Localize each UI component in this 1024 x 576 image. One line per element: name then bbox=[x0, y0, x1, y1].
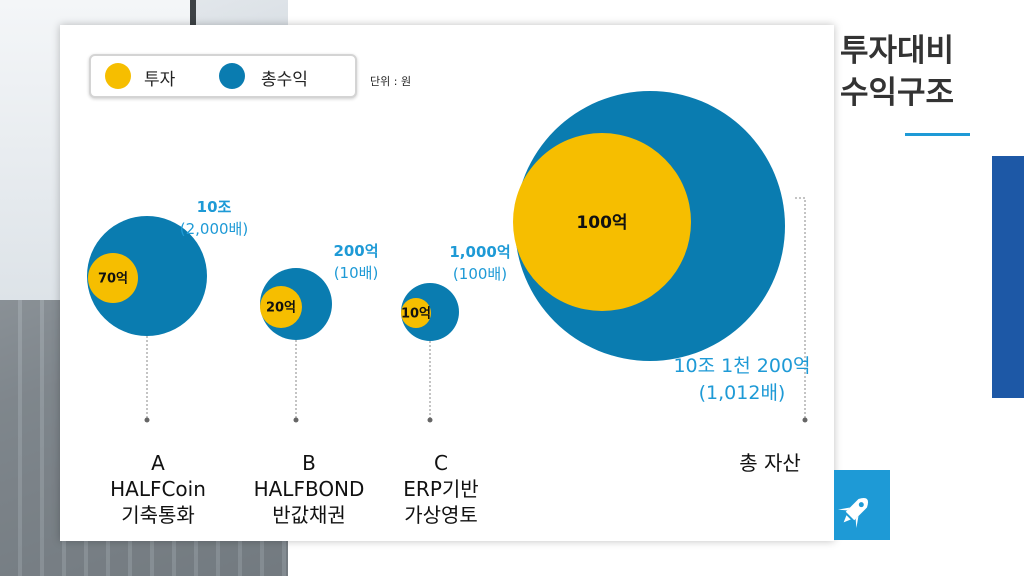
category-label: 총 자산 bbox=[700, 450, 840, 476]
invest-bubble bbox=[401, 298, 431, 328]
multiple-label: (10배) bbox=[334, 264, 379, 282]
legend: 투자 총수익 bbox=[89, 54, 357, 98]
category-label-line: 총 자산 bbox=[739, 451, 801, 475]
return-value-label: 10조 1천 200억 bbox=[673, 355, 810, 377]
category-label-line: C bbox=[434, 451, 448, 475]
multiple-label: (2,000배) bbox=[180, 220, 248, 238]
page-title-line1: 투자대비 bbox=[840, 33, 955, 69]
invest-value-label: 10억 bbox=[401, 307, 431, 322]
category-label: A HALFCoin 기축통화 bbox=[88, 450, 228, 528]
side-accent-bar bbox=[992, 156, 1024, 398]
title-underline bbox=[905, 133, 970, 136]
category-label-line: HALFCoin bbox=[110, 477, 206, 501]
page-title: 투자대비 수익구조 bbox=[840, 30, 954, 114]
category-label: C ERP기반 가상영토 bbox=[371, 450, 511, 528]
category-label-line: B bbox=[302, 451, 316, 475]
category-label-line: A bbox=[151, 451, 165, 475]
category-label-line: 기축통화 bbox=[121, 503, 195, 527]
page-title-line2: 수익구조 bbox=[840, 75, 955, 111]
category-label-line: 가상영토 bbox=[404, 503, 478, 527]
connector-line bbox=[795, 197, 806, 420]
category-label: B HALFBOND 반값채권 bbox=[239, 450, 379, 528]
invest-bubble bbox=[513, 133, 691, 311]
return-value-label: 1,000억 bbox=[449, 243, 510, 261]
return-value-label: 10조 bbox=[197, 198, 232, 216]
invest-bubble bbox=[88, 253, 138, 303]
return-value-label: 200억 bbox=[333, 242, 378, 260]
legend-label-invest: 투자 bbox=[144, 70, 176, 90]
connector-dot bbox=[144, 417, 150, 423]
rocket-icon bbox=[837, 497, 869, 529]
invest-value-label: 100억 bbox=[576, 213, 627, 233]
invest-value-label: 20억 bbox=[266, 301, 296, 316]
invest-value-label: 70억 bbox=[98, 272, 128, 287]
category-label-line: 반값채권 bbox=[272, 503, 346, 527]
multiple-label: (1,012배) bbox=[699, 382, 786, 404]
category-label-line: ERP기반 bbox=[403, 477, 479, 501]
connector-dot bbox=[293, 417, 299, 423]
unit-label: 단위 : 원 bbox=[370, 75, 412, 88]
legend-label-return: 총수익 bbox=[261, 70, 308, 90]
invest-bubble bbox=[260, 286, 302, 328]
multiple-label: (100배) bbox=[453, 265, 507, 283]
legend-swatch-invest bbox=[105, 63, 131, 89]
connector-dot bbox=[802, 417, 808, 423]
category-label-line: HALFBOND bbox=[253, 477, 365, 501]
connector-dot bbox=[427, 417, 433, 423]
return-bubble bbox=[87, 216, 207, 336]
legend-swatch-return bbox=[219, 63, 245, 89]
rocket-button[interactable] bbox=[834, 470, 890, 540]
